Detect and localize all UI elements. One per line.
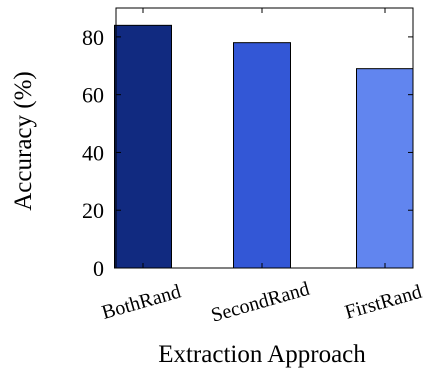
axes-layer [115,7,414,269]
bar-secondrand [233,42,291,269]
x-tick-label-firstrand: FirstRand [342,281,424,324]
x-axis-title: Extraction Approach [158,341,366,368]
y-tick-label: 60 [82,83,104,108]
bar-bothrand [114,24,172,269]
y-tick-label: 20 [82,198,104,223]
y-tick-label: 40 [82,140,104,165]
x-tick-label-bothrand: BothRand [99,280,183,324]
bar-firstrand [356,68,414,269]
x-tick-label-secondrand: SecondRand [209,278,312,327]
y-tick-label: 0 [93,256,104,281]
y-axis-title: Accuracy (%) [10,71,37,211]
plot-frame [115,7,414,269]
y-tick-label: 80 [82,25,104,50]
bars-layer [114,24,414,269]
